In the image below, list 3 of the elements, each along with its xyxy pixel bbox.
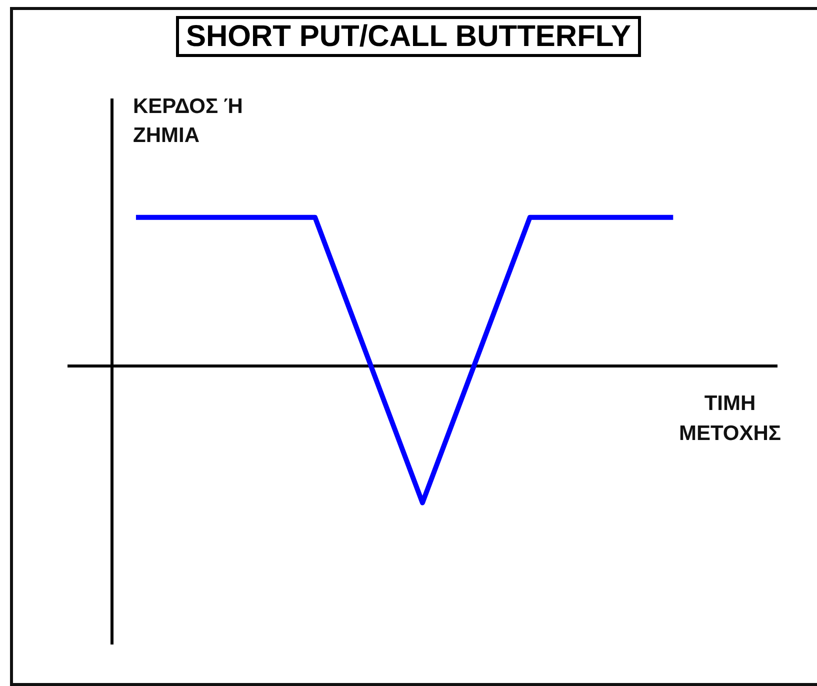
x-axis-title: ΤΙΜΗ ΜΕΤΟΧΗΣ (678, 391, 782, 447)
chart-title: SHORT PUT/CALL BUTTERFLY (176, 16, 641, 57)
y-axis-title: ΚΕΡΔΟΣ Ή ΖΗΜΙΑ (133, 94, 244, 149)
